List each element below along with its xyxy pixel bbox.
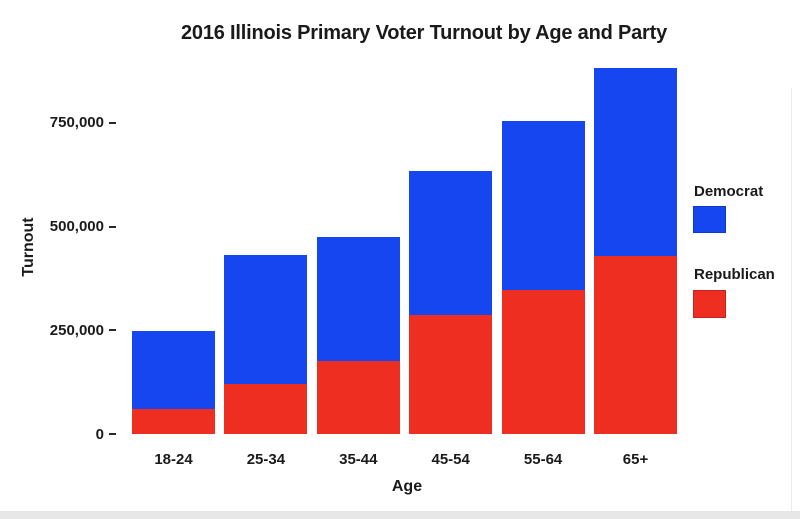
y-tick: 500,000 [0, 218, 116, 236]
bar-segment-republican [132, 409, 215, 434]
bar-segment-democrat [224, 254, 308, 385]
bar-segment-democrat [501, 120, 585, 290]
legend-republican-swatch [693, 290, 726, 318]
page-edge-line [791, 88, 792, 519]
bar-group-65+ [594, 68, 677, 434]
y-tick-mark [109, 225, 116, 228]
x-tick-label: 65+ [622, 451, 649, 468]
y-tick-mark [109, 121, 116, 124]
x-tick-label: 45-54 [431, 451, 470, 468]
y-tick-label: 750,000 [49, 114, 104, 132]
y-tick-mark [109, 329, 116, 332]
bottom-band [0, 511, 800, 519]
x-tick-label: 25-34 [246, 451, 286, 468]
y-tick-label: 500,000 [49, 218, 104, 236]
bar-group-45-54 [409, 171, 493, 434]
bar-segment-republican [594, 256, 677, 434]
legend-democrat-label: Democrat [694, 183, 764, 200]
x-axis-title: Age [391, 478, 423, 495]
bar-segment-democrat [316, 236, 400, 362]
bar-segment-republican [224, 384, 308, 434]
legend-republican-label: Republican [694, 266, 775, 283]
bar-segment-republican [316, 361, 400, 434]
x-tick-label: 35-44 [339, 451, 378, 468]
chart-title: 2016 Illinois Primary Voter Turnout by A… [180, 22, 668, 44]
y-axis-title: Turnout [20, 217, 37, 277]
bar-segment-republican [409, 314, 493, 434]
legend-democrat-swatch [693, 206, 726, 233]
bar-group-25-34 [224, 254, 308, 434]
bar-segment-democrat [409, 171, 493, 315]
y-tick: 750,000 [0, 114, 116, 132]
bar-group-35-44 [316, 236, 400, 434]
x-tick-label: 18-24 [154, 451, 193, 468]
x-tick-label: 55-64 [523, 451, 563, 468]
y-tick-mark [109, 433, 116, 435]
y-tick-label: 0 [95, 425, 104, 443]
y-tick: 250,000 [0, 321, 116, 339]
bar-segment-democrat [132, 331, 215, 410]
y-tick: 0 [0, 425, 116, 443]
bar-segment-democrat [594, 68, 677, 257]
y-tick-label: 250,000 [49, 321, 104, 339]
bar-segment-republican [501, 289, 585, 434]
bar-group-55-64 [501, 120, 585, 434]
bar-group-18-24 [132, 331, 215, 434]
